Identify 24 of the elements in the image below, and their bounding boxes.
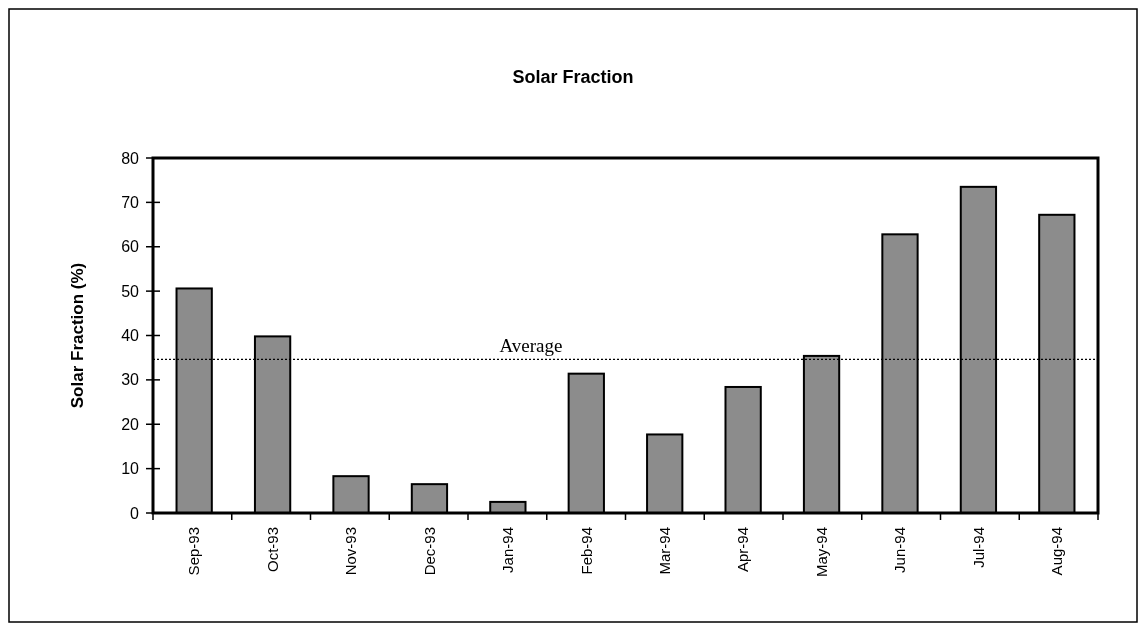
y-tick-label: 60 [121,238,140,256]
ref-line-label: Average [499,335,563,357]
x-tick-label: Jan-94 [499,527,517,573]
y-tick-label: 50 [121,282,140,300]
x-tick-label: May-94 [812,527,830,578]
y-tick-label: 70 [121,193,140,211]
x-tick-label: Oct-93 [263,527,281,573]
chart-title: Solar Fraction [512,67,634,87]
x-tick-label: Apr-94 [734,527,752,573]
x-tick-label: Aug-94 [1048,527,1066,576]
x-tick-label: Sep-93 [185,527,203,576]
y-tick-label: 20 [121,415,140,433]
x-tick-label: Jun-94 [891,527,909,573]
x-tick-label: Nov-93 [342,527,360,576]
x-tick-label: Mar-94 [655,527,673,575]
y-tick-label: 0 [130,504,140,522]
x-tick-label: Jul-94 [969,527,987,568]
y-tick-label: 80 [121,149,140,167]
y-tick-label: 10 [121,460,140,478]
x-tick-label: Feb-94 [577,527,595,575]
x-tick-label: Dec-93 [420,527,438,576]
y-tick-label: 40 [121,327,140,345]
y-axis-title: Solar Fraction (%) [68,262,87,409]
y-tick-label: 30 [121,371,140,389]
